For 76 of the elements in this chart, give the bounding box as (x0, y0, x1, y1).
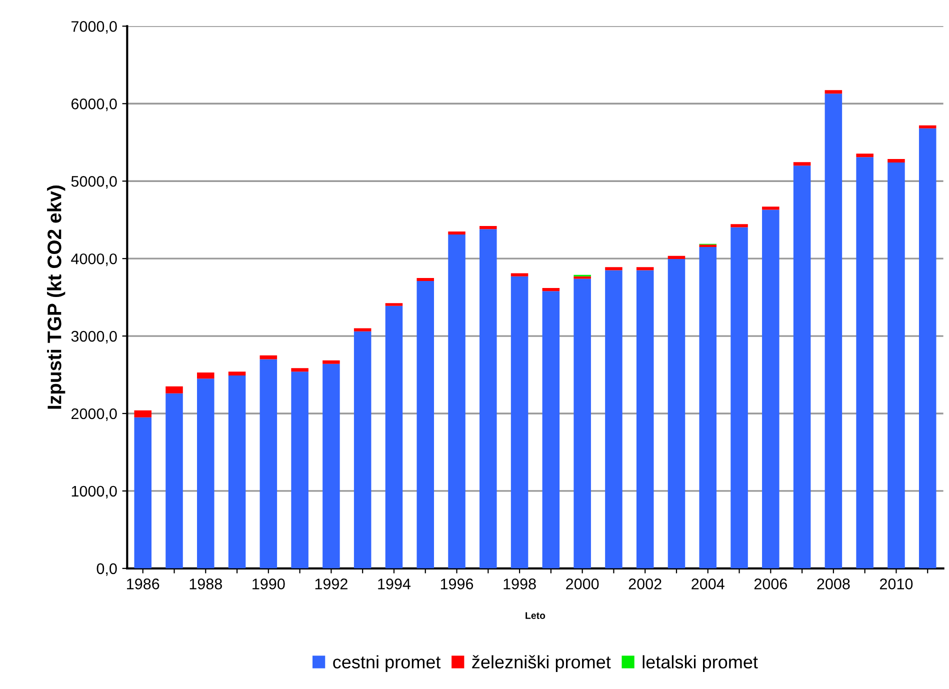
y-tick-label: 0,0 (96, 563, 117, 576)
bar (260, 355, 278, 360)
x-tick-label: 2002 (628, 578, 662, 590)
bar (166, 393, 183, 568)
bar (480, 229, 497, 568)
x-tick-label: 1994 (378, 578, 411, 590)
x-tick-label: 1986 (127, 578, 160, 590)
bar (824, 90, 842, 94)
bar (793, 166, 811, 568)
bar (354, 331, 372, 568)
bar (918, 128, 936, 568)
x-tick-label: 2004 (692, 578, 724, 590)
y-tick-label: 5000,0 (71, 176, 117, 189)
bar (354, 328, 372, 332)
bar (385, 306, 403, 568)
bar (605, 270, 622, 568)
bar (322, 360, 340, 364)
x-tick-label: 2006 (754, 578, 787, 590)
bar (888, 162, 905, 568)
y-tick-label: 7000,0 (72, 21, 117, 34)
bar (762, 206, 780, 210)
bar (699, 246, 717, 568)
x-tick-label: 1988 (190, 578, 222, 590)
legend-label: železniški promet (472, 655, 611, 672)
bar (197, 372, 214, 379)
bar (228, 372, 246, 376)
bar (730, 224, 748, 228)
bar (385, 303, 403, 306)
y-tick-label: 3000,0 (71, 330, 117, 344)
legend-label: letalski promet (642, 655, 758, 672)
bar (856, 157, 874, 568)
bar (448, 231, 466, 235)
y-tick-label: 2000,0 (71, 408, 117, 421)
bar (510, 273, 528, 276)
bar (793, 162, 811, 166)
bar (542, 288, 560, 292)
y-tick-label: 4000,0 (71, 253, 117, 266)
bar (322, 364, 340, 568)
bar (480, 226, 497, 230)
y-tick-label: 6000,0 (71, 98, 117, 112)
x-tick-label: 1990 (252, 578, 285, 590)
bar (416, 278, 434, 282)
x-axis-title: Leto (526, 612, 546, 619)
bar (824, 94, 842, 568)
bar (134, 417, 152, 568)
bar (636, 267, 654, 270)
bar (448, 234, 466, 568)
bar (166, 386, 183, 394)
bar (197, 378, 214, 568)
bar (510, 276, 528, 568)
bar (605, 267, 622, 270)
bar (636, 270, 654, 568)
bar (291, 372, 308, 568)
x-tick-label: 1992 (315, 578, 348, 590)
bar (762, 210, 780, 568)
bar (416, 281, 434, 568)
bar (668, 256, 686, 259)
x-tick-label: 2000 (566, 578, 599, 590)
bar (260, 359, 278, 568)
bar (228, 376, 246, 568)
x-tick-label: 2010 (880, 578, 913, 590)
bar (918, 125, 936, 128)
bar (542, 291, 560, 568)
y-tick-label: 1000,0 (72, 486, 117, 498)
bar (574, 278, 591, 568)
x-tick-label: 1996 (440, 578, 474, 590)
bar (888, 159, 905, 163)
x-tick-label: 2008 (817, 578, 850, 590)
y-axis-title: Izpusti TGP (kt CO2 ekv) (47, 186, 66, 409)
bar (730, 227, 748, 568)
x-tick-label: 1998 (504, 578, 536, 590)
bar (134, 410, 152, 418)
bar (668, 258, 686, 568)
bar (291, 368, 308, 372)
bar (856, 154, 874, 158)
legend-label: cestni promet (333, 655, 441, 672)
